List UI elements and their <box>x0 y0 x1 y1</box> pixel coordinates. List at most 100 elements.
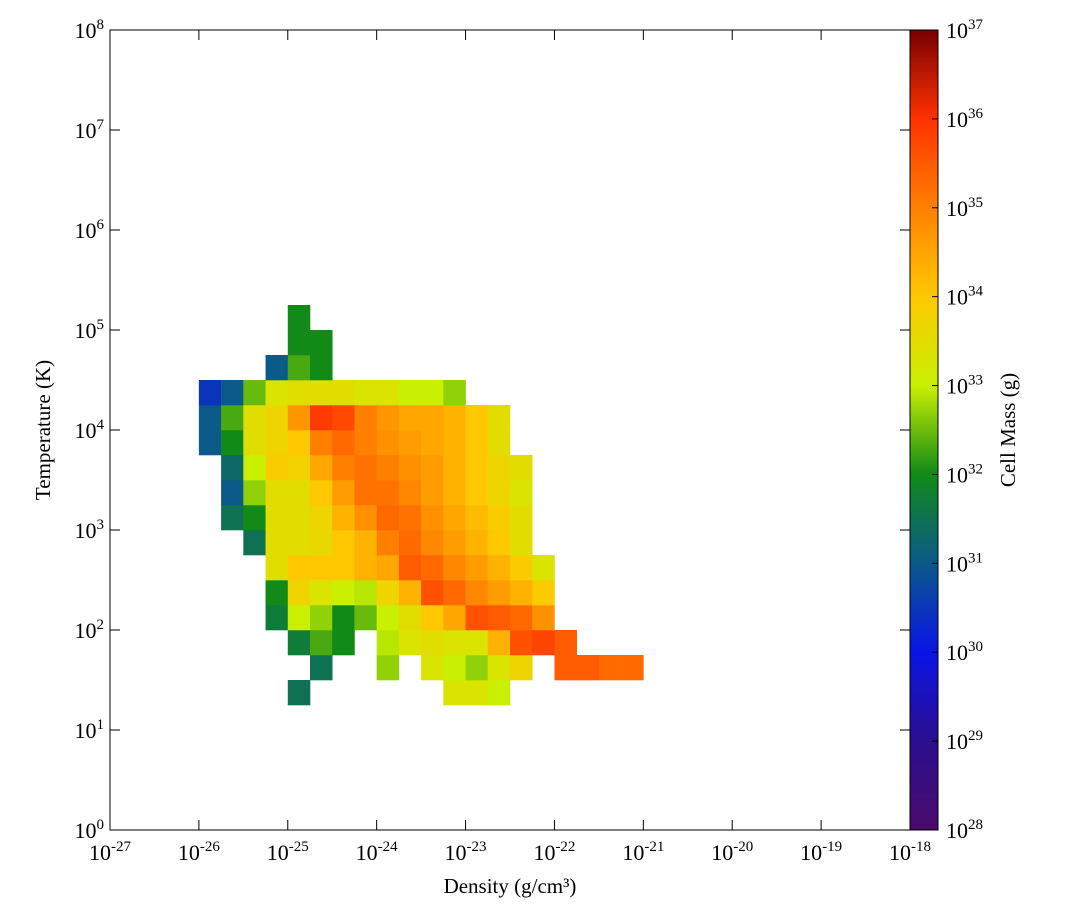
heatmap-cell <box>487 655 511 681</box>
heatmap-cell <box>332 455 355 481</box>
heatmap-cell <box>287 530 311 556</box>
heatmap-cell <box>487 555 511 581</box>
heatmap-cell <box>265 530 289 556</box>
heatmap-cell <box>287 480 311 506</box>
heatmap-cell <box>376 404 400 431</box>
heatmap-cell <box>265 580 289 606</box>
heatmap-cell <box>443 630 466 656</box>
heatmap-cell <box>398 505 422 531</box>
heatmap-cell <box>265 355 289 381</box>
heatmap-cell <box>287 305 311 331</box>
heatmap-cell <box>443 430 466 456</box>
heatmap-cell <box>443 555 466 581</box>
heatmap-cell <box>354 404 377 431</box>
heatmap-cell <box>265 404 289 431</box>
heatmap-cell <box>265 505 289 531</box>
heatmap-cell <box>465 555 489 581</box>
heatmap-cell <box>332 404 355 431</box>
colorbar-tick-label: 1034 <box>946 284 984 310</box>
x-tick-label: 10-25 <box>267 839 309 865</box>
heatmap-cell <box>243 480 266 506</box>
heatmap-cell <box>221 480 244 506</box>
heatmap-cell <box>265 430 289 456</box>
heatmap-cell <box>398 530 422 556</box>
heatmap-cell <box>398 404 422 431</box>
heatmap-cell <box>376 605 400 631</box>
heatmap-cell <box>443 480 466 506</box>
heatmap-cell <box>487 630 511 656</box>
heatmap-cell <box>309 430 333 456</box>
heatmap-cell <box>421 505 444 531</box>
heatmap-cell <box>332 505 355 531</box>
heatmap-cell <box>376 655 400 681</box>
heatmap-cell <box>221 404 244 431</box>
heatmap-cell <box>554 655 577 681</box>
heatmap-cell <box>354 480 377 506</box>
heatmap-cell <box>465 580 489 606</box>
colorbar-tick-label: 1029 <box>946 728 983 754</box>
heatmap-cell <box>243 505 266 531</box>
heatmap-cell <box>421 555 444 581</box>
heatmap-cell <box>487 505 511 531</box>
heatmap-cell <box>421 480 444 506</box>
heatmap-cell <box>465 430 489 456</box>
heatmap-cell <box>309 330 333 356</box>
heatmap-cell <box>287 605 311 631</box>
heatmap-cell <box>398 580 422 606</box>
heatmap-cell <box>309 580 333 606</box>
heatmap-cell <box>309 530 333 556</box>
heatmap-cell <box>421 404 444 431</box>
y-axis-label: Temperature (K) <box>31 360 55 500</box>
heatmap-cell <box>465 404 489 431</box>
colorbar-tick-label: 1028 <box>946 817 983 843</box>
heatmap-cell <box>509 655 533 681</box>
x-tick-label: 10-26 <box>178 839 220 865</box>
heatmap-cell <box>421 580 444 606</box>
heatmap-cell <box>376 630 400 656</box>
heatmap-cell <box>332 605 355 631</box>
x-tick-label: 10-27 <box>89 839 131 865</box>
y-tick-label: 108 <box>75 17 105 43</box>
heatmap-cell <box>443 655 466 681</box>
heatmap-cell <box>354 379 377 406</box>
heatmap-cell <box>309 355 333 381</box>
heatmap-cell <box>309 455 333 481</box>
y-tick-label: 101 <box>75 717 105 743</box>
heatmap-cell <box>221 455 244 481</box>
heatmap-cell <box>221 505 244 531</box>
heatmap-cell <box>376 505 400 531</box>
heatmap-cell <box>287 379 311 406</box>
heatmap-cell <box>465 480 489 506</box>
heatmap-cell <box>198 404 222 431</box>
x-tick-label: 10-20 <box>711 839 753 865</box>
heatmap-cell <box>265 605 289 631</box>
heatmap-cell <box>421 530 444 556</box>
heatmap-cell <box>354 530 377 556</box>
heatmap-cell <box>287 580 311 606</box>
heatmap-cell <box>443 580 466 606</box>
x-tick-label: 10-24 <box>356 839 398 865</box>
y-tick-label: 107 <box>75 117 105 143</box>
y-tick-label: 100 <box>75 817 105 843</box>
heatmap-cell <box>309 630 333 656</box>
heatmap-cell <box>532 555 555 581</box>
x-tick-label: 10-18 <box>889 839 931 865</box>
heatmap-cell <box>354 455 377 481</box>
heatmap-cell <box>309 379 333 406</box>
heatmap-cell <box>465 530 489 556</box>
heatmap-cell <box>309 555 333 581</box>
heatmap-cell <box>576 655 600 681</box>
y-tick-label: 102 <box>75 617 105 643</box>
heatmap-cell <box>309 605 333 631</box>
heatmap-cell <box>487 680 511 706</box>
heatmap-cell <box>443 530 466 556</box>
heatmap-cell <box>376 530 400 556</box>
heatmap-cell <box>376 430 400 456</box>
colorbar-tick-label: 1036 <box>946 106 984 132</box>
heatmap-cell <box>509 530 533 556</box>
heatmap-cell <box>398 605 422 631</box>
heatmap-cell <box>398 630 422 656</box>
heatmap-cell <box>465 505 489 531</box>
heatmap-cell <box>465 455 489 481</box>
